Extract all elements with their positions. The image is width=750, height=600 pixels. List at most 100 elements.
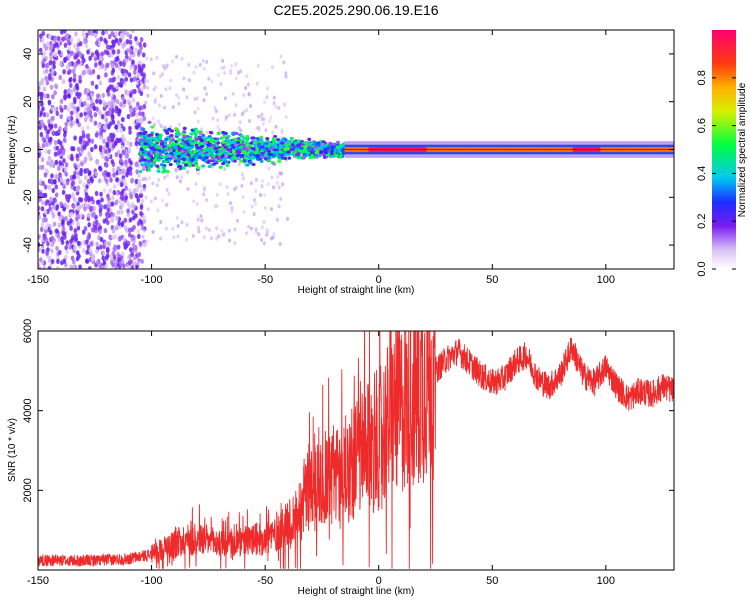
heatmap-cell bbox=[109, 211, 114, 217]
heatmap-cell bbox=[116, 209, 121, 216]
heatmap-cell bbox=[111, 119, 116, 125]
heatmap-cell bbox=[337, 144, 342, 148]
heatmap-cell bbox=[42, 57, 47, 63]
heatmap-cell bbox=[104, 72, 108, 78]
heatmap-cell bbox=[85, 239, 89, 245]
heatmap-cell bbox=[242, 150, 247, 154]
heatmap-cell bbox=[136, 220, 141, 227]
heatmap-cell bbox=[197, 141, 202, 146]
heatmap-cell bbox=[64, 215, 68, 222]
heatmap-cell bbox=[38, 241, 41, 248]
heatmap-cell bbox=[176, 154, 181, 158]
heatmap-cell bbox=[218, 182, 222, 187]
heatmap-cell bbox=[146, 168, 151, 172]
heatmap-cell bbox=[57, 211, 61, 217]
heatmap-cell bbox=[296, 144, 301, 148]
heatmap-cell bbox=[197, 146, 202, 150]
heatmap-cell bbox=[84, 258, 89, 264]
heatmap-cell bbox=[42, 42, 47, 49]
heatmap-cell bbox=[247, 92, 251, 97]
heatmap-cell bbox=[261, 147, 266, 151]
heatmap-cell bbox=[156, 119, 160, 124]
heatmap-cell bbox=[284, 74, 288, 79]
heatmap-cell bbox=[338, 155, 343, 159]
heatmap-cell bbox=[103, 37, 107, 43]
heatmap-cell bbox=[53, 90, 57, 96]
heatmap-cell bbox=[47, 118, 51, 125]
heatmap-cell bbox=[121, 178, 126, 184]
heatmap-cell bbox=[90, 80, 95, 86]
heatmap-cell bbox=[58, 215, 62, 221]
heatmap-cell bbox=[202, 98, 206, 103]
heatmap-cell bbox=[239, 128, 243, 133]
heatmap-cell bbox=[142, 145, 147, 150]
heatmap-cell bbox=[182, 87, 186, 92]
heatmap-cell bbox=[234, 76, 238, 81]
heatmap-cell bbox=[248, 143, 253, 148]
heatmap-cell bbox=[185, 237, 189, 242]
heatmap-cell bbox=[244, 108, 248, 113]
heatmap-cell bbox=[124, 148, 129, 155]
heatmap-cell bbox=[226, 192, 230, 197]
heatmap-cell bbox=[66, 204, 70, 210]
heatmap-cell bbox=[108, 234, 112, 240]
heatmap-cell bbox=[102, 138, 106, 144]
heatmap-cell bbox=[85, 64, 89, 70]
heatmap-cell bbox=[98, 80, 103, 86]
heatmap-cell bbox=[299, 146, 304, 151]
heatmap-cell bbox=[81, 31, 85, 37]
heatmap-cell bbox=[197, 171, 201, 176]
heatmap-cell bbox=[81, 247, 86, 254]
heatmap-cell bbox=[120, 251, 125, 257]
heatmap-cell bbox=[319, 150, 324, 154]
heatmap-cell bbox=[289, 136, 294, 141]
heatmap-cell bbox=[139, 80, 143, 85]
heatmap-cell bbox=[243, 136, 248, 140]
heatmap-cell bbox=[105, 171, 110, 178]
heatmap-cell bbox=[131, 111, 136, 117]
heatmap-cell bbox=[126, 48, 130, 54]
heatmap-cell bbox=[167, 192, 171, 197]
heatmap-cell bbox=[95, 106, 99, 112]
heatmap-cell bbox=[44, 148, 48, 155]
heatmap-cell bbox=[38, 262, 41, 268]
heatmap-cell bbox=[132, 69, 137, 75]
heatmap-cell bbox=[270, 146, 275, 150]
heatmap-cell bbox=[103, 228, 108, 234]
heatmap-cell bbox=[38, 101, 42, 107]
heatmap-cell bbox=[214, 109, 218, 114]
heatmap-cell bbox=[242, 159, 247, 163]
heatmap-cell bbox=[73, 228, 78, 234]
heatmap-cell bbox=[109, 132, 113, 138]
heatmap-cell bbox=[236, 140, 241, 145]
heatmap-cell bbox=[98, 99, 103, 105]
heatmap-cell bbox=[102, 218, 107, 224]
heatmap-xtick-label: 50 bbox=[486, 274, 498, 286]
heatmap-cell bbox=[259, 113, 263, 118]
heatmap-cell bbox=[184, 157, 189, 162]
heatmap-cell bbox=[43, 192, 48, 198]
heatmap-cell bbox=[48, 161, 53, 168]
heatmap-cell bbox=[187, 62, 191, 67]
heatmap-cell bbox=[90, 196, 94, 202]
heatmap-cell bbox=[120, 259, 125, 265]
heatmap-cell bbox=[94, 190, 99, 197]
heatmap-cell bbox=[110, 159, 115, 165]
heatmap-cell bbox=[274, 124, 278, 129]
heatmap-cell bbox=[209, 131, 214, 135]
heatmap-cell bbox=[207, 228, 211, 233]
heatmap-cell bbox=[42, 265, 47, 269]
heatmap-cell bbox=[115, 55, 120, 62]
heatmap-cell bbox=[99, 236, 104, 243]
heatmap-cell bbox=[46, 41, 50, 47]
heatmap-cell bbox=[108, 188, 112, 194]
heatmap-cell bbox=[222, 148, 227, 152]
heatmap-cell bbox=[160, 139, 165, 144]
heatmap-cell bbox=[172, 235, 176, 240]
heatmap-cell bbox=[241, 195, 245, 200]
heatmap-cell bbox=[64, 193, 69, 200]
heatmap-cell bbox=[137, 67, 142, 73]
heatmap-cell bbox=[231, 149, 236, 154]
heatmap-cell bbox=[38, 81, 42, 87]
